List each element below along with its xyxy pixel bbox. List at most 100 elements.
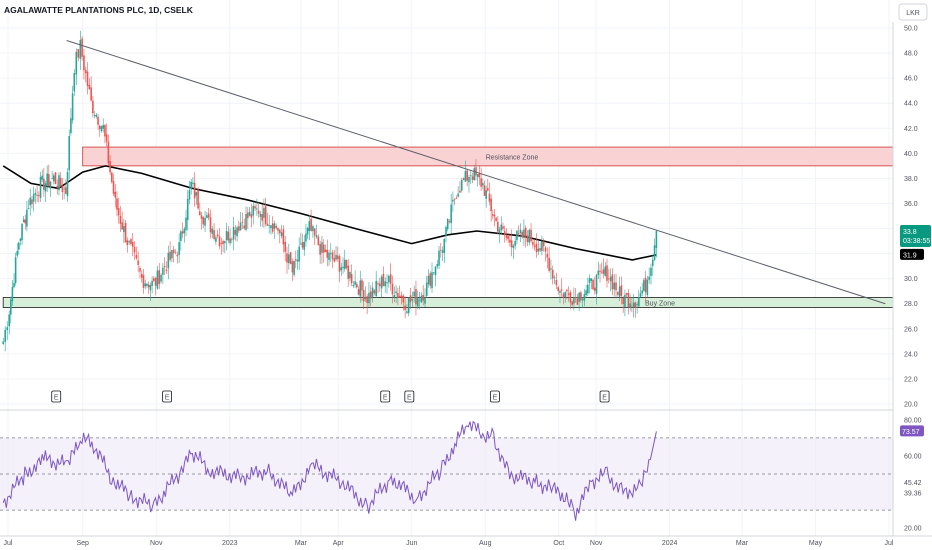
candle-body xyxy=(16,250,19,256)
candle-body xyxy=(576,298,579,305)
candle-body xyxy=(631,305,633,307)
candle-body xyxy=(104,125,106,137)
candle-body xyxy=(655,231,658,248)
candle-body xyxy=(380,276,383,289)
candle-body xyxy=(215,237,217,242)
candle-body xyxy=(160,274,162,282)
candle-body xyxy=(618,286,621,297)
candle-body xyxy=(581,299,584,301)
candle-body xyxy=(528,229,531,243)
candle-body xyxy=(111,172,113,183)
candle-body xyxy=(560,289,563,291)
candle-body xyxy=(404,305,406,310)
x-tick-label: Jun xyxy=(406,540,417,547)
resistance-zone-label: Resistance Zone xyxy=(486,154,539,161)
candle-body xyxy=(379,283,381,287)
earnings-label: E xyxy=(54,395,59,402)
candle-body xyxy=(303,241,306,250)
candle-body xyxy=(452,199,454,202)
candle-body xyxy=(92,100,94,114)
candle-body xyxy=(431,272,433,288)
candle-body xyxy=(315,235,318,238)
candle-body xyxy=(39,176,42,198)
candle-body xyxy=(567,293,570,295)
candle-body xyxy=(553,277,556,279)
candles xyxy=(2,30,658,352)
candle-body xyxy=(59,177,62,187)
candle-body xyxy=(599,270,601,272)
candle-body xyxy=(371,287,374,297)
candle-body xyxy=(13,282,15,288)
candle-body xyxy=(139,268,141,272)
x-tick-label: Jul xyxy=(885,540,894,547)
candle-body xyxy=(471,176,474,180)
candle-body xyxy=(250,214,253,218)
candle-body xyxy=(503,231,506,236)
candle-body xyxy=(604,266,607,276)
candle-body xyxy=(382,273,385,287)
candle-body xyxy=(248,211,251,216)
candle-body xyxy=(308,221,311,231)
candle-body xyxy=(464,171,467,182)
candle-body xyxy=(195,192,198,196)
y-tick-label: 40.0 xyxy=(904,151,918,158)
candle-body xyxy=(135,254,138,259)
candle-body xyxy=(606,265,608,281)
candle-body xyxy=(566,289,568,292)
y-tick-label: 38.0 xyxy=(904,176,918,183)
candle-body xyxy=(350,273,353,284)
candle-body xyxy=(352,284,355,287)
candle-body xyxy=(176,254,179,257)
candle-body xyxy=(369,291,372,299)
x-tick-label: Apr xyxy=(333,540,345,547)
candle-body xyxy=(222,240,224,245)
candle-body xyxy=(422,294,424,301)
candle-body xyxy=(234,230,237,235)
candle-body xyxy=(171,250,173,259)
candle-body xyxy=(54,172,57,185)
candle-body xyxy=(345,259,348,268)
candle-body xyxy=(162,267,164,275)
candle-body xyxy=(650,267,652,277)
rsi-tick-label: 20.00 xyxy=(904,526,922,533)
candle-body xyxy=(128,241,130,243)
candle-body xyxy=(79,40,82,59)
x-tick-label: Aug xyxy=(479,540,492,547)
candle-body xyxy=(232,226,235,240)
x-tick-label: Nov xyxy=(590,540,603,547)
candle-body xyxy=(550,268,552,270)
candle-body xyxy=(651,259,654,266)
candle-body xyxy=(443,238,446,253)
candle-body xyxy=(607,278,610,280)
candle-body xyxy=(190,181,192,190)
candle-body xyxy=(209,217,212,233)
candle-body xyxy=(526,235,529,243)
candle-body xyxy=(354,281,356,285)
candle-body xyxy=(587,284,589,294)
x-tick-label: Nov xyxy=(150,540,163,547)
candle-body xyxy=(569,292,572,303)
candle-body xyxy=(225,230,228,241)
trendline[interactable] xyxy=(66,40,886,305)
candle-body xyxy=(63,188,65,190)
currency-button[interactable] xyxy=(898,3,928,21)
currency-label: LKR xyxy=(906,10,920,17)
candle-body xyxy=(305,233,307,242)
candle-body xyxy=(473,168,476,180)
candle-body xyxy=(648,276,650,280)
candle-body xyxy=(247,212,249,219)
candle-body xyxy=(88,84,91,90)
candle-body xyxy=(174,252,177,254)
candle-body xyxy=(487,188,489,191)
candle-body xyxy=(149,285,152,291)
candle-body xyxy=(532,242,534,245)
candle-body xyxy=(238,226,240,231)
rsi-line xyxy=(2,420,657,521)
candle-body xyxy=(564,291,567,298)
candle-body xyxy=(296,259,299,262)
candle-body xyxy=(293,260,295,275)
candle-body xyxy=(555,279,558,286)
candle-body xyxy=(58,175,60,191)
candle-body xyxy=(165,269,168,271)
candle-body xyxy=(109,160,111,173)
